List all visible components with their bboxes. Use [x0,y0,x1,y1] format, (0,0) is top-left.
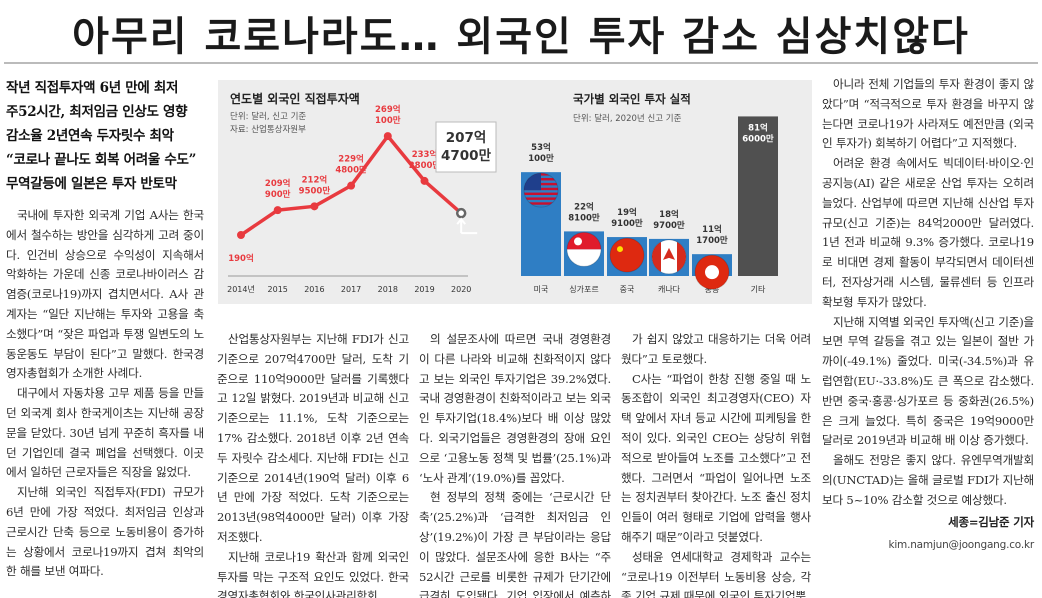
reporter-email[interactable]: kim.namjun@joongang.co.kr [888,539,1034,552]
data-point [383,132,392,141]
x-tick-label: 2014년 [227,284,255,294]
paragraph: 대구에서 자동차용 고무 제품 등을 만들던 외국계 회사 한국게이츠는 지난해… [6,386,204,480]
paragraph: 성태윤 연세대학교 경제학과 교수는 “코로나19 이전부터 노동비용 상승, … [621,549,811,598]
subheading: “코로나 끝나도 회복 어려울 수도” [6,152,197,168]
paragraph: 의 설문조사에 따르면 국내 경영환경이 다른 나라와 비교해 친화적이지 않다… [419,332,611,485]
x-tick-label: 2015 [268,285,288,294]
paragraph: 산업통상자원부는 지난해 FDI가 신고 기준으로 207억4700만 달러, … [217,332,409,544]
flag-body [567,232,601,267]
point-label: 209억 900만 [265,178,291,200]
point-label: 269억 100만 [375,104,401,126]
bar-category-label: 미국 [534,285,549,294]
flag-rim [566,231,602,267]
bar [738,116,778,276]
flag-rim [651,239,687,275]
flag-body [610,238,644,273]
bar-value-label: 81억 6000만 [742,122,774,144]
singapore-flag-icon [566,231,602,267]
flag-rim [523,172,559,208]
paragraph: 현 정부의 정책 중에는 ‘근로시간 단축’(25.2%)과 ‘급격한 최저임금… [419,490,611,598]
red-right [677,239,686,274]
headline-rule [4,62,1038,64]
paragraph: 올해도 전망은 좋지 않다. 유엔무역개발회의(UNCTAD)는 올해 글로벌 … [822,453,1034,507]
china-flag-icon [609,237,645,273]
red-field [610,238,644,273]
point-label: 229억 4800만 [335,154,367,176]
paragraph: 지난해 지역별 외국인 투자액(신고 기준)을 보면 무역 갈등을 겪고 있는 … [822,314,1034,448]
data-point [347,181,356,190]
data-point [237,231,245,239]
bar-category-label: 싱가포르 [569,284,598,294]
article-column-1: 국내에 투자한 외국계 기업 A사는 한국에서 철수하는 방안을 심각하게 고려… [6,206,204,582]
flower [705,265,719,280]
paragraph: 아니라 전체 기업들의 투자 환경이 좋지 않았다”며 “적극적으로 투자 환경… [822,77,1034,151]
point-label: 212억 9500만 [299,174,331,196]
bar-value-label: 19억 9100만 [611,207,643,229]
headline: 아무리 코로나라도… 외국인 투자 감소 심상치않다 [72,14,970,60]
flag-rim [609,237,645,273]
point-label: 190억 [228,253,254,264]
data-point [310,202,319,211]
article-column-5: 아니라 전체 기업들의 투자 환경이 좋지 않았다”며 “적극적으로 투자 환경… [822,75,1034,556]
paragraph: 지난해 코로나19 확산과 함께 외국인 투자를 막는 구조적 요인도 있었다.… [217,549,409,598]
data-point [273,206,282,215]
x-tick-label: 2020 [451,285,471,294]
line-chart-title: 연도별 외국인 직접투자액 [230,91,360,106]
x-tick-label: 2017 [341,285,361,294]
article-column-2: 산업통상자원부는 지난해 FDI가 신고 기준으로 207억4700만 달러, … [217,330,409,598]
data-point [455,207,467,219]
crescent [574,237,582,246]
line-chart-subtitle: 단위: 달러, 신고 기준 [230,111,306,122]
white-half [567,249,601,267]
paragraph: C사는 “파업이 한창 진행 중일 때 노동조합이 외국인 최고경영자(CEO)… [621,371,811,544]
subheading: 감소율 2년연속 두자릿수 최악 [6,128,174,144]
star [617,246,623,253]
red-left [652,239,661,274]
subheading: 무역갈등에 일본은 투자 반토막 [6,176,177,192]
flag-rim [694,254,730,290]
bar-value-label: 11억 1700만 [696,224,728,246]
byline: 세종=김남준 기자 [948,514,1034,529]
flag-body [695,255,729,290]
maple-leaf [663,247,675,260]
article-column-3: 의 설문조사에 따르면 국내 경영환경이 다른 나라와 비교해 친화적이지 않다… [419,330,611,598]
x-tick-label: 2018 [378,285,398,294]
stripe [524,197,558,200]
callout-arrow [456,217,478,235]
article-column-4: 가 쉽지 않았고 대응하기는 더욱 어려웠다”고 토로했다. C사는 “파업이 … [621,330,811,598]
bar-chart-title: 국가별 외국인 투자 실적 [573,92,691,106]
paragraph: 가 쉽지 않았고 대응하기는 더욱 어려웠다”고 토로했다. [621,332,811,366]
point-label: 233억 2800만 [409,149,441,171]
bar-chart-subtitle: 단위: 달러, 2020년 신고 기준 [573,113,682,124]
callout-box [435,121,497,173]
paragraph: 어려운 환경 속에서도 빅데이터·바이오·인공지능(AI) 같은 새로운 산업 … [822,156,1034,309]
paragraph: 지난해 외국인 직접투자(FDI) 규모가 6년 만에 가장 적었다. 최저임금… [6,485,204,579]
bar-category-label: 캐나다 [658,285,681,294]
stripe [524,202,558,205]
x-tick-label: 2019 [414,285,434,294]
bar-value-label: 53억 100만 [528,142,554,164]
bar-value-label: 22억 8100만 [568,201,600,223]
canada-flag-icon [651,239,687,275]
flag-body [652,239,686,274]
bar-category-label: 중국 [620,285,635,294]
red-half [567,232,601,250]
paragraph: 국내에 투자한 외국계 기업 A사는 한국에서 철수하는 방안을 심각하게 고려… [6,208,204,381]
data-point [420,176,429,185]
hongkong-flag-icon [694,254,730,290]
subheading: 주52시간, 최저임금 인상도 영향 [6,104,188,120]
stripe [524,192,558,196]
bar-value-label: 18억 9700만 [653,209,685,231]
callout-value: 207억 4700만 [441,130,492,164]
bar-category-label: 기타 [751,285,766,294]
x-tick-label: 2016 [304,285,324,294]
subheadings: 작년 직접투자액 6년 만에 최저 주52시간, 최저임금 인상도 영향 감소율… [6,76,211,196]
subheading: 작년 직접투자액 6년 만에 최저 [6,80,179,96]
line-chart-source: 자료: 산업통상자원부 [230,124,306,135]
